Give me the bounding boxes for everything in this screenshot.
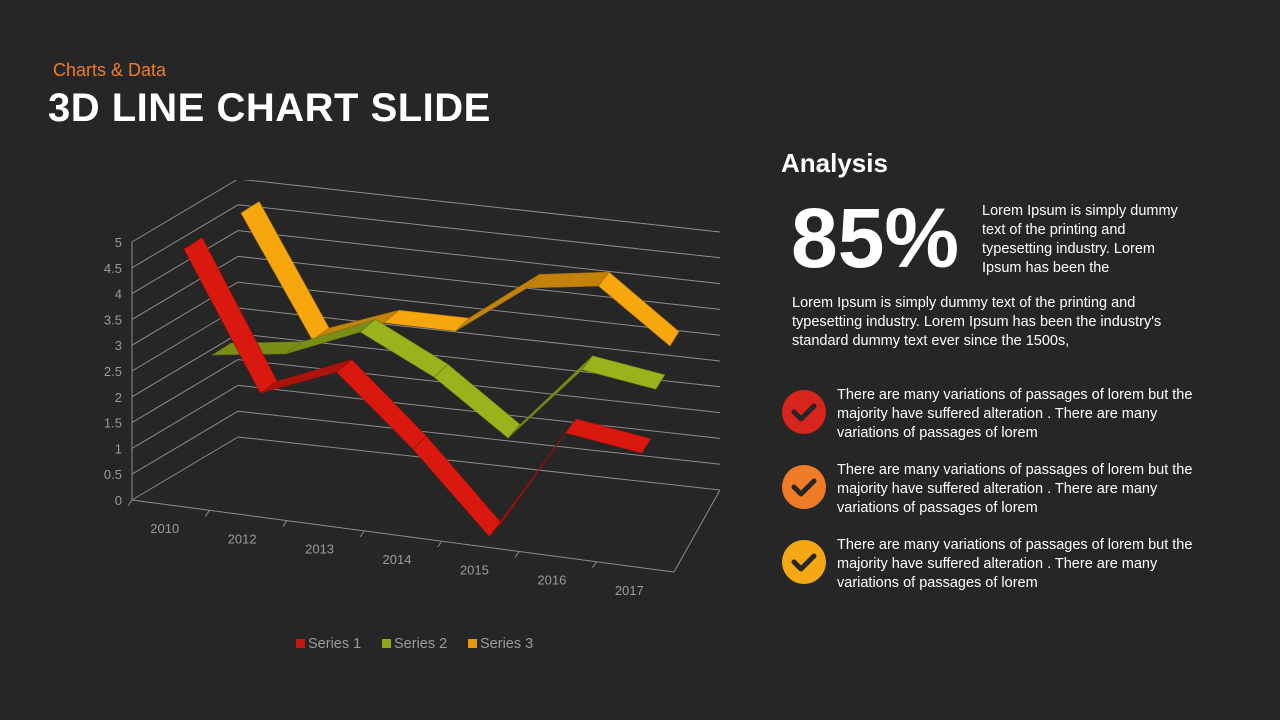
- x-tick-label: 2013: [305, 542, 334, 557]
- gridline: [237, 204, 721, 259]
- x-tick: [205, 510, 210, 517]
- list-item: There are many variations of passages of…: [782, 536, 1222, 596]
- y-tick-label: 4.5: [104, 261, 122, 276]
- x-tick: [592, 561, 597, 568]
- y-tick-label: 1.5: [104, 416, 122, 431]
- gridline: [131, 180, 238, 243]
- big-percentage: 85%: [791, 191, 960, 285]
- list-item-text: There are many variations of passages of…: [837, 537, 1193, 591]
- series-segment: [526, 271, 610, 289]
- y-tick-label: 2.5: [104, 364, 122, 379]
- gridline: [237, 410, 721, 465]
- floor-edge: [673, 489, 721, 573]
- y-tick-label: 0.5: [104, 467, 122, 482]
- y-tick-label: 4: [115, 287, 122, 302]
- series-segment: [581, 355, 666, 390]
- gridline: [131, 307, 239, 372]
- y-tick-label: 0: [115, 493, 122, 508]
- y-tick-label: 2: [115, 390, 122, 405]
- analysis-paragraph: Lorem Ipsum is simply dummy text of the …: [792, 295, 1162, 349]
- gridline: [237, 359, 721, 414]
- y-tick-label: 3: [115, 338, 122, 353]
- check-icon: [782, 465, 826, 509]
- x-tick-label: 2014: [383, 552, 412, 567]
- check-icon: [782, 390, 826, 434]
- series-segment: [412, 435, 502, 537]
- x-tick-label: 2017: [615, 583, 644, 598]
- x-tick-label: 2015: [460, 562, 489, 577]
- legend-label: Series 2: [394, 636, 447, 652]
- legend-label: Series 3: [480, 636, 533, 652]
- y-tick-label: 3.5: [104, 312, 122, 327]
- gridline: [242, 180, 721, 233]
- gridline: [131, 410, 239, 475]
- 3d-line-chart: 0 0.5 1 1.5 2 2.5 3 3.5 4 4.5 5 2010 2012 2013 2014 201…: [104, 180, 721, 652]
- y-tick-label: 5: [115, 235, 122, 250]
- series-segment: [240, 201, 330, 341]
- list-item: There are many variations of passages of…: [782, 386, 1222, 446]
- legend-swatch: [382, 639, 391, 648]
- x-tick: [127, 499, 133, 507]
- slide-subtitle: Charts & Data: [53, 60, 167, 80]
- legend-swatch: [296, 639, 305, 648]
- legend-swatch: [468, 639, 477, 648]
- gridline: [131, 255, 239, 320]
- series-segment: [383, 309, 470, 332]
- gridline: [237, 230, 721, 285]
- series-segment: [433, 363, 521, 439]
- gridline: [131, 436, 239, 501]
- x-tick: [514, 551, 520, 558]
- gridline: [131, 204, 239, 269]
- list-item: There are many variations of passages of…: [782, 461, 1222, 521]
- list-item-text: There are many variations of passages of…: [837, 462, 1193, 516]
- gridline: [131, 359, 239, 424]
- x-tick: [359, 530, 365, 538]
- x-tick-label: 2012: [228, 531, 257, 546]
- gridline: [131, 333, 239, 398]
- x-tick-label: 2016: [537, 573, 566, 588]
- legend-label: Series 1: [308, 636, 361, 652]
- series-segment: [598, 271, 680, 347]
- series-segment: [286, 319, 376, 355]
- analysis-title: Analysis: [781, 148, 888, 178]
- percentage-description: Lorem Ipsum is simply dummy text of the …: [982, 203, 1178, 276]
- list-item-text: There are many variations of passages of…: [837, 387, 1193, 441]
- gridline: [131, 384, 239, 449]
- series-segment: [488, 418, 577, 537]
- check-icon: [782, 540, 826, 584]
- y-tick-label: 1: [115, 441, 122, 456]
- gridline: [131, 230, 239, 295]
- gridline: [237, 281, 721, 336]
- series-segment: [455, 274, 540, 332]
- x-tick-label: 2010: [150, 521, 179, 536]
- x-tick: [437, 540, 443, 548]
- series-segment: [565, 418, 652, 454]
- gridline: [237, 436, 721, 491]
- x-tick: [282, 520, 288, 527]
- x-axis: [131, 499, 675, 573]
- slide-title: 3D LINE CHART SLIDE: [48, 86, 491, 130]
